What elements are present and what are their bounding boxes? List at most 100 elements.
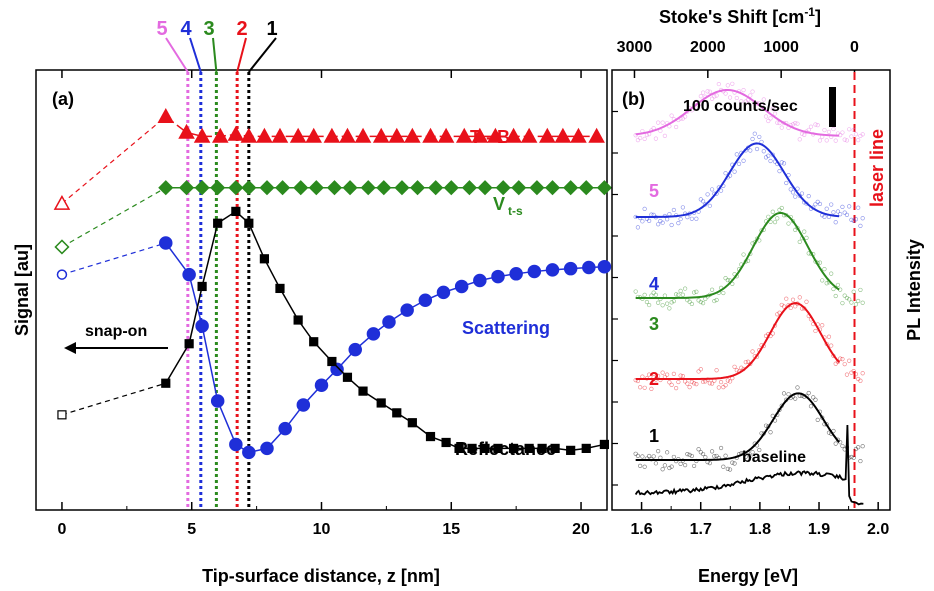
- spectrum-label-4: 4: [649, 274, 659, 294]
- point-v-t-s: [511, 180, 527, 196]
- point-t-b: [256, 127, 273, 143]
- pl-point-4: [757, 134, 762, 140]
- pl-point-4: [853, 217, 859, 222]
- pl-point-2: [694, 381, 699, 387]
- distance-marker-connector-2: [236, 37, 247, 73]
- pl-point-3: [786, 221, 791, 226]
- pl-point-3: [678, 288, 683, 293]
- pl-point-5: [674, 124, 679, 130]
- pl-point-2: [797, 295, 802, 300]
- pl-point-3: [766, 214, 771, 219]
- pl-point-3: [687, 299, 692, 304]
- pl-point-5: [840, 130, 845, 135]
- point-t-b: [487, 127, 504, 143]
- pl-point-4: [849, 217, 854, 222]
- pl-point-1: [743, 454, 748, 459]
- point-scattering: [545, 263, 560, 277]
- point-v-t-s: [409, 180, 426, 196]
- point-v-t-s: [308, 180, 324, 196]
- pl-point-3: [709, 287, 715, 292]
- point-scattering: [195, 319, 209, 333]
- pl-point-3: [669, 300, 674, 305]
- pl-point-5: [638, 135, 643, 141]
- pl-point-4: [856, 205, 861, 210]
- pl-point-5: [748, 93, 753, 98]
- point-v-t-s: [275, 180, 291, 196]
- pl-point-1: [662, 463, 667, 468]
- pl-point-2: [743, 360, 748, 365]
- pl-point-4: [833, 220, 838, 225]
- pl-point-5: [635, 138, 641, 143]
- pl-point-1: [860, 444, 865, 449]
- pl-point-4: [689, 216, 694, 221]
- pl-point-4: [680, 205, 685, 210]
- pl-point-3: [822, 266, 827, 272]
- point-reflectance: [524, 443, 534, 453]
- label-v: V: [493, 194, 505, 214]
- point-reflectance: [493, 443, 503, 453]
- pl-point-1: [709, 449, 715, 454]
- pl-point-3: [835, 282, 841, 288]
- pl-point-1: [721, 464, 726, 469]
- pl-point-4: [813, 202, 818, 207]
- pl-point-3: [691, 290, 697, 295]
- point-reflectance: [467, 443, 477, 453]
- pl-point-3: [642, 292, 647, 297]
- pl-point-3: [829, 271, 834, 276]
- pl-point-1: [750, 450, 755, 455]
- point-reflectance: [358, 386, 368, 396]
- pl-point-2: [844, 372, 850, 377]
- pl-point-2: [804, 299, 809, 304]
- pl-point-2: [853, 372, 859, 377]
- pl-point-4: [777, 169, 782, 174]
- point-scattering: [382, 315, 396, 329]
- pl-point-1: [727, 467, 733, 472]
- pl-point-2: [649, 386, 654, 392]
- panel-b-ticks: 1.6 1.7 1.8 1.9 2.0 3000 2000 1000 0: [612, 39, 889, 538]
- pl-point-4: [667, 212, 672, 217]
- pl-point-5: [709, 96, 715, 101]
- top-tick-label-1000: 1000: [763, 39, 799, 56]
- pl-fit-4: [635, 142, 840, 218]
- distance-marker-connector-4: [189, 37, 202, 73]
- panel-b-x-title: Energy [eV]: [698, 566, 798, 586]
- pl-point-1: [685, 452, 690, 457]
- pl-point-4: [707, 203, 712, 208]
- pl-point-5: [824, 138, 829, 143]
- point-scattering: [400, 303, 414, 317]
- pl-point-1: [763, 423, 769, 428]
- pl-point-1: [725, 466, 730, 471]
- top-axis-title: Stoke's Shift [cm-1]: [659, 5, 821, 27]
- point-v-t-s: [529, 180, 545, 196]
- pl-point-5: [795, 121, 800, 126]
- pl-point-4: [806, 194, 811, 199]
- pl-point-4: [656, 222, 661, 227]
- pl-point-3: [847, 297, 852, 302]
- pl-point-3: [860, 300, 865, 305]
- pl-point-1: [700, 451, 706, 457]
- point-reflectance: [566, 445, 576, 455]
- pl-point-1: [748, 454, 753, 459]
- pl-point-1: [687, 452, 692, 457]
- pl-point-4: [754, 146, 760, 152]
- pl-point-4: [847, 204, 852, 209]
- pl-point-3: [779, 205, 784, 211]
- pl-point-2: [732, 364, 737, 369]
- snap-on-arrow-head: [64, 342, 76, 354]
- pl-point-4: [790, 190, 796, 195]
- panel-a-y-title: Signal [au]: [12, 244, 32, 336]
- pl-point-2: [840, 357, 845, 362]
- pl-point-1: [691, 463, 697, 469]
- pl-point-1: [808, 404, 814, 409]
- pl-point-3: [714, 297, 719, 303]
- point-scattering: [366, 327, 381, 341]
- point-scattering: [454, 279, 469, 294]
- pl-point-5: [790, 122, 796, 127]
- point-v-t-s: [394, 180, 410, 196]
- pl-point-3: [665, 301, 670, 306]
- pl-point-4: [647, 218, 652, 223]
- pl-point-3: [842, 293, 847, 298]
- point-reflectance: [197, 281, 207, 292]
- pl-point-2: [813, 328, 818, 334]
